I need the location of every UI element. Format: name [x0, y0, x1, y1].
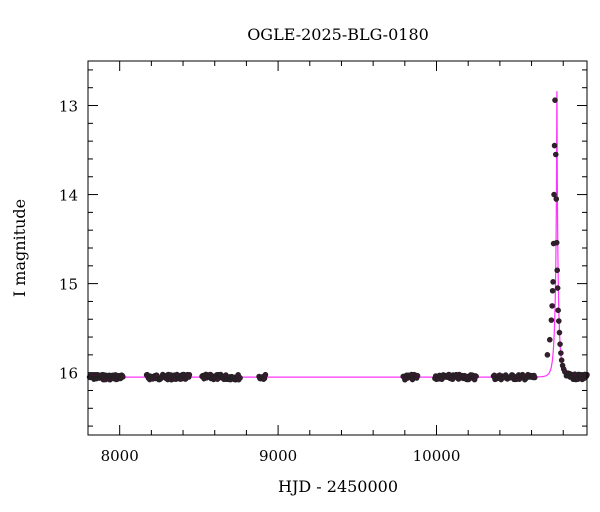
data-point: [556, 329, 563, 336]
data-point: [414, 372, 421, 379]
y-tick-label: 13: [59, 98, 78, 116]
tick-labels: 8000 9000 10000 13 14 15 16: [59, 98, 460, 465]
y-axis-label: I magnitude: [10, 199, 29, 297]
model-curve-layer: [88, 91, 588, 378]
data-point: [552, 151, 559, 158]
data-point: [557, 341, 563, 347]
axis-ticks: [87, 61, 587, 435]
data-point: [558, 357, 565, 364]
data-point: [548, 317, 555, 323]
data-point: [549, 303, 555, 309]
x-tick-label: 8000: [101, 447, 139, 465]
data-point: [186, 371, 193, 378]
data-point: [552, 97, 558, 103]
data-point: [554, 285, 561, 291]
data-point: [120, 374, 126, 380]
data-point: [554, 267, 561, 274]
y-tick-label: 16: [59, 365, 78, 383]
data-point: [544, 352, 551, 358]
data-point: [473, 373, 479, 380]
x-tick-label: 9000: [259, 447, 297, 465]
plot-frame: [87, 60, 588, 436]
data-point: [549, 287, 556, 294]
data-point: [237, 375, 243, 381]
data-points-layer: [86, 97, 590, 383]
chart-title: OGLE-2025-BLG-0180: [247, 25, 429, 44]
data-point: [555, 307, 561, 314]
data-point: [531, 374, 538, 381]
data-point: [551, 191, 557, 198]
data-point: [551, 142, 558, 149]
x-tick-label: 10000: [413, 447, 461, 465]
data-point: [546, 336, 553, 343]
data-point: [262, 371, 269, 378]
data-point: [550, 279, 556, 285]
y-tick-label: 14: [59, 187, 78, 205]
y-tick-label: 15: [59, 276, 78, 294]
model-curve: [88, 91, 588, 378]
data-point: [562, 368, 568, 375]
data-point: [553, 239, 560, 246]
data-point: [555, 318, 562, 324]
data-point: [558, 350, 564, 356]
x-axis-label: HJD - 2450000: [278, 477, 398, 496]
data-point: [553, 196, 560, 202]
